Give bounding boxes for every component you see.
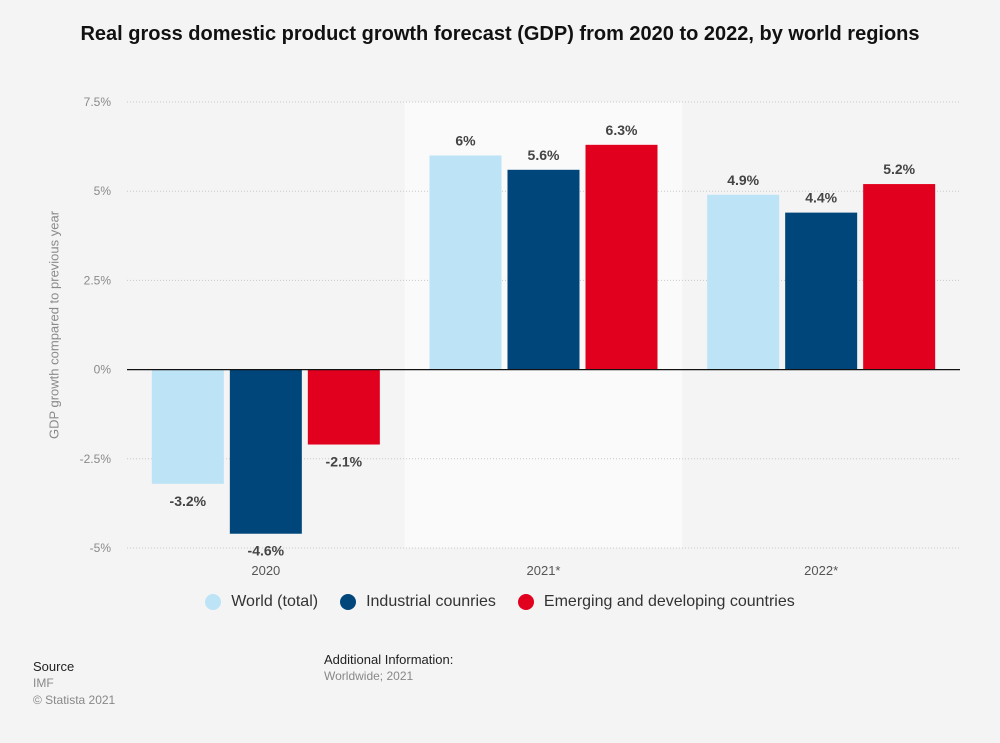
additional-info-text: Worldwide; 2021	[324, 669, 414, 683]
legend-swatch-emerging	[517, 594, 534, 610]
bar	[507, 169, 580, 370]
legend-label-industrial: Industrial counries	[366, 593, 496, 610]
legend-swatch-industrial	[340, 594, 357, 610]
bar	[707, 194, 780, 370]
bar	[307, 369, 380, 445]
additional-info-heading[interactable]: Additional Information:	[324, 652, 454, 667]
y-tick-label: -2.5%	[80, 452, 112, 466]
source-heading[interactable]: Source	[33, 659, 75, 674]
legend-item-world[interactable]: World (total)	[205, 593, 318, 611]
bar	[585, 144, 658, 370]
y-tick-label: 0%	[94, 363, 112, 377]
x-tick-label: 2022*	[804, 563, 838, 578]
copyright: © Statista 2021	[33, 693, 116, 707]
bar	[151, 369, 224, 484]
bar	[229, 369, 302, 534]
y-tick-label: 2.5%	[84, 273, 112, 287]
source-block: Source IMF © Statista 2021	[33, 658, 115, 709]
data-label: -4.6%	[248, 543, 285, 559]
legend-item-emerging[interactable]: Emerging and developing countries	[517, 593, 795, 611]
chart-title: Real gross domestic product growth forec…	[80, 23, 920, 45]
additional-info-block: Additional Information: Worldwide; 2021	[324, 652, 453, 684]
y-axis-label: GDP growth compared to previous year	[46, 210, 62, 440]
bar	[863, 184, 936, 370]
x-tick-label: 2020	[251, 563, 280, 578]
data-label: 5.6%	[528, 147, 560, 163]
data-label: -3.2%	[170, 493, 207, 509]
x-tick-label: 2021*	[527, 563, 561, 578]
source-name: IMF	[33, 676, 54, 690]
data-label: 4.4%	[805, 190, 837, 206]
data-label: 4.9%	[727, 172, 759, 188]
data-label: 6.3%	[606, 122, 638, 138]
y-tick-label: 7.5%	[84, 95, 112, 109]
data-label: 5.2%	[883, 161, 915, 177]
y-tick-label: 5%	[94, 184, 112, 198]
data-label: -2.1%	[326, 454, 363, 470]
bar	[785, 212, 858, 370]
bar	[429, 155, 502, 370]
legend-label-emerging: Emerging and developing countries	[543, 593, 795, 610]
legend-label-world: World (total)	[231, 593, 319, 610]
data-label: 6%	[455, 133, 476, 149]
legend-swatch-world	[205, 594, 222, 610]
legend-item-industrial[interactable]: Industrial counries	[340, 593, 496, 611]
legend: World (total) Industrial counries Emergi…	[0, 593, 1000, 611]
y-tick-label: -5%	[90, 541, 112, 555]
